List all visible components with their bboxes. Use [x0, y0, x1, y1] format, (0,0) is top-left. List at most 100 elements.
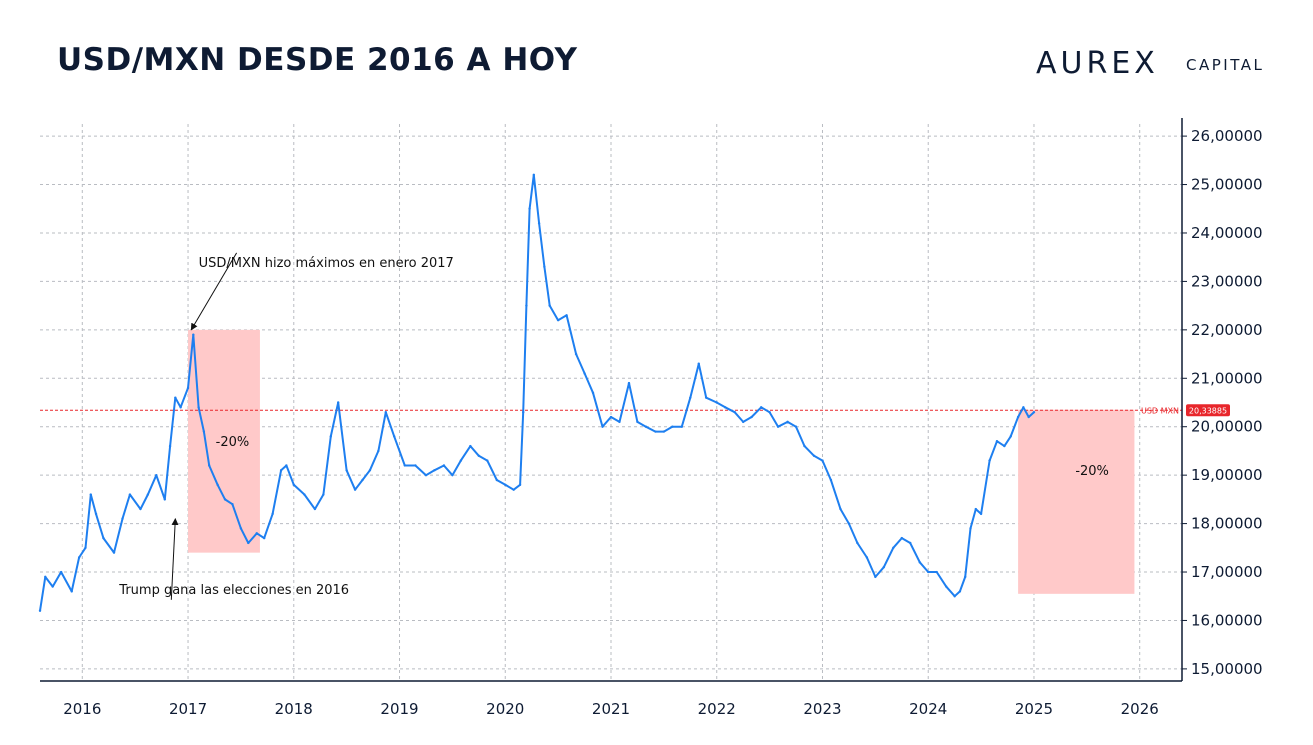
data-point: [231, 503, 234, 506]
data-point: [442, 464, 446, 467]
data-point: [583, 372, 586, 375]
data-point: [525, 304, 528, 307]
x-tick-label: 2022: [698, 700, 736, 718]
data-point: [207, 464, 211, 467]
data-point: [892, 546, 895, 550]
data-point: [935, 570, 938, 574]
x-tick-label: 2020: [486, 700, 524, 718]
data-point: [874, 575, 877, 579]
data-point: [179, 406, 182, 409]
data-point: [197, 406, 200, 409]
data-point: [697, 362, 700, 365]
data-point: [168, 444, 172, 448]
data-point: [537, 222, 541, 225]
data-point: [704, 396, 708, 399]
data-point: [847, 522, 851, 525]
shaded-regions: -20% -20%: [188, 329, 1135, 594]
data-point: [680, 425, 684, 428]
data-point: [192, 333, 195, 336]
data-point: [821, 459, 824, 462]
data-point: [528, 207, 531, 210]
data-point: [414, 464, 417, 467]
data-point: [776, 425, 780, 428]
data-point: [451, 473, 454, 477]
data-point: [995, 440, 999, 443]
data-point: [139, 507, 142, 511]
y-tick-label: 15,00000: [1191, 660, 1263, 678]
y-tick-label: 25,00000: [1191, 176, 1263, 194]
data-point: [794, 425, 798, 428]
data-point: [958, 590, 962, 593]
x-tick-label: 2016: [63, 700, 101, 718]
data-point: [262, 536, 266, 540]
x-tick-label: 2023: [803, 700, 841, 718]
data-point: [969, 527, 972, 530]
data-point: [112, 551, 116, 554]
data-point: [548, 304, 551, 307]
x-tick-label: 2024: [909, 700, 947, 718]
page-title: USD/MXN DESDE 2016 A HOY: [57, 42, 578, 78]
data-point: [303, 493, 306, 496]
data-point: [163, 498, 166, 501]
data-point: [94, 512, 98, 516]
data-point: [223, 498, 227, 501]
data-point: [504, 483, 507, 487]
data-point: [618, 420, 621, 424]
data-point: [918, 561, 921, 564]
data-point: [216, 483, 219, 487]
y-tick-label: 24,00000: [1191, 224, 1263, 242]
data-point: [627, 381, 631, 385]
data-point: [393, 435, 396, 438]
data-point: [900, 536, 903, 540]
data-point: [979, 512, 983, 516]
data-point: [313, 507, 317, 511]
y-tick-label: 23,00000: [1191, 272, 1263, 290]
data-point: [186, 386, 190, 390]
data-point: [733, 410, 736, 414]
data-point: [565, 314, 568, 317]
data-point: [38, 609, 42, 612]
logo-wordmark: AUREX: [1036, 46, 1159, 81]
data-point: [927, 570, 930, 574]
data-point: [239, 527, 243, 530]
data-point: [59, 570, 63, 574]
region-label: -20%: [216, 435, 250, 450]
y-tick-label: 18,00000: [1191, 515, 1263, 533]
data-point: [44, 575, 47, 579]
data-point: [353, 488, 357, 491]
x-tick-label: 2025: [1015, 700, 1053, 718]
data-point: [856, 541, 859, 545]
data-point: [543, 265, 546, 269]
data-point: [750, 415, 753, 419]
data-point: [532, 173, 536, 177]
y-tick-label: 26,00000: [1191, 127, 1263, 145]
data-point: [128, 493, 132, 496]
data-point: [988, 459, 991, 462]
data-point: [715, 401, 718, 404]
reference-value-badge: [1186, 404, 1230, 417]
data-point: [1009, 435, 1012, 438]
data-point: [865, 556, 869, 559]
data-point: [202, 430, 206, 433]
data-point: [433, 469, 436, 472]
data-point: [377, 449, 380, 453]
data-point: [518, 483, 522, 487]
data-point: [84, 546, 87, 550]
data-point: [522, 410, 525, 414]
data-point: [89, 493, 92, 496]
data-point: [271, 512, 274, 516]
data-point: [174, 396, 177, 399]
data-point: [512, 488, 515, 491]
data-point: [146, 493, 150, 496]
data-point: [636, 420, 639, 424]
data-point: [574, 352, 578, 356]
data-point: [285, 464, 288, 467]
y-tick-label: 17,00000: [1191, 563, 1263, 581]
data-point: [70, 590, 73, 593]
data-point: [322, 493, 325, 496]
data-point: [384, 410, 387, 414]
data-point: [953, 595, 956, 598]
data-point: [839, 507, 842, 511]
data-point: [768, 410, 771, 414]
